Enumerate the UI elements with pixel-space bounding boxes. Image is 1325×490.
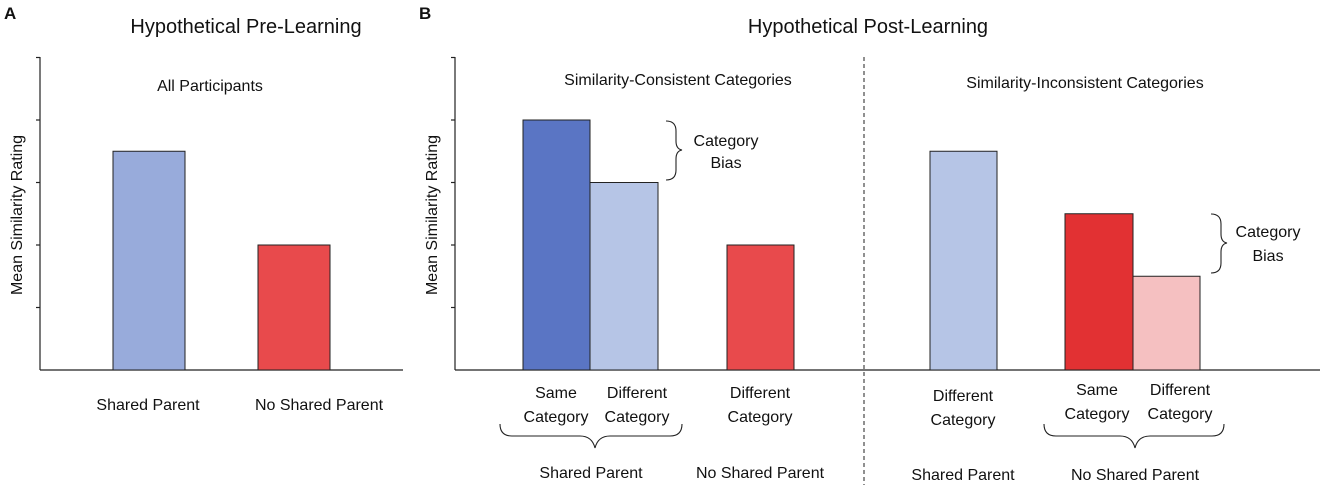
panel-a-axes (36, 56, 403, 371)
bar-inconsistent-different-category (1132, 275, 1201, 371)
bar-no-shared-parent (257, 244, 331, 371)
section-consistent-subtitle: Similarity-Consistent Categories (564, 72, 792, 89)
xtick-consistent-category-2: Category (605, 409, 670, 426)
panel-a: A Hypothetical Pre-Learning All Particip… (4, 4, 403, 414)
section-inconsistent: Similarity-Inconsistent Categories Diffe… (911, 75, 1300, 484)
category-bias-inconsistent-line1: Category (1236, 224, 1301, 241)
panel-a-letter: A (4, 4, 16, 23)
section-inconsistent-subtitle: Similarity-Inconsistent Categories (966, 75, 1203, 92)
xtick-inconsistent-shared-different: Different (933, 388, 994, 405)
shared-parent-brace (499, 423, 683, 449)
panel-a-subtitle: All Participants (157, 78, 263, 95)
section-consistent: Similarity-Consistent Categories Same Ca… (499, 72, 825, 482)
category-bias-consistent-line1: Category (694, 133, 759, 150)
bar-inconsistent-shared-different-category (929, 150, 998, 371)
xtick-inconsistent-category-3: Category (1148, 406, 1213, 423)
panel-b-ylabel: Mean Similarity Rating (424, 135, 441, 295)
panel-b-y-ticks (451, 56, 455, 309)
xtick-inconsistent-different: Different (1150, 382, 1211, 399)
xtick-consistent-no-shared-different: Different (730, 385, 791, 402)
bar-inconsistent-same-category (1064, 213, 1134, 371)
xtick-inconsistent-category-1: Category (931, 412, 996, 429)
xtick-inconsistent-category-2: Category (1065, 406, 1130, 423)
category-bias-brace-consistent (665, 120, 683, 181)
category-bias-brace-inconsistent (1210, 213, 1228, 274)
panel-a-ylabel: Mean Similarity Rating (9, 135, 26, 295)
panel-a-xtick-shared-parent: Shared Parent (96, 397, 200, 414)
bar-shared-parent (112, 150, 186, 371)
bar-consistent-different-category (589, 182, 659, 371)
xtick-consistent-different: Different (607, 385, 668, 402)
group-consistent-shared-parent: Shared Parent (539, 465, 643, 482)
category-bias-consistent-line2: Bias (710, 155, 741, 172)
category-bias-inconsistent-line2: Bias (1252, 248, 1283, 265)
panel-b-letter: B (419, 4, 431, 23)
panel-b: B Hypothetical Post-Learning Mean Simila… (419, 4, 1320, 485)
group-consistent-no-shared-parent: No Shared Parent (696, 465, 825, 482)
xtick-consistent-same: Same (535, 385, 577, 402)
xtick-consistent-category-1: Category (524, 409, 589, 426)
bar-consistent-same-category (522, 119, 591, 371)
xtick-consistent-category-3: Category (728, 409, 793, 426)
no-shared-parent-brace (1043, 423, 1225, 449)
xtick-inconsistent-same: Same (1076, 382, 1118, 399)
bar-consistent-no-shared-different-category (726, 244, 795, 371)
group-inconsistent-no-shared-parent: No Shared Parent (1071, 467, 1200, 484)
panel-a-title: Hypothetical Pre-Learning (130, 16, 361, 38)
panel-a-xtick-no-shared-parent: No Shared Parent (255, 397, 384, 414)
group-inconsistent-shared-parent: Shared Parent (911, 467, 1015, 484)
panel-a-y-ticks (36, 56, 40, 309)
panel-b-title: Hypothetical Post-Learning (748, 16, 988, 38)
